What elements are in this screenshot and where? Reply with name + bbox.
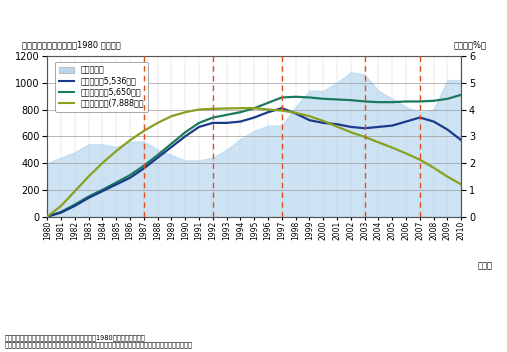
Text: 備考：就業者数、労働力人口、生産年齢人口の値は1980年の値との差分。: 備考：就業者数、労働力人口、生産年齢人口の値は1980年の値との差分。 — [5, 335, 146, 341]
Text: （失業率%）: （失業率%） — [453, 40, 486, 50]
Legend: 失業率右軸, 就業者数（5,536万）, 労働力人口（5,650万）, 生産年齢人口(7,888万）: 失業率右軸, 就業者数（5,536万）, 労働力人口（5,650万）, 生産年齢… — [55, 62, 148, 112]
Text: （年）: （年） — [478, 261, 493, 270]
Text: 資料：総務省統計局統計調査部国勢統計課「国勢調査報告」「人口推計年報」「労働力調査」から作成。: 資料：総務省統計局統計調査部国勢統計課「国勢調査報告」「人口推計年報」「労働力調… — [5, 342, 193, 348]
Text: （万人）　（　）内は、1980 年の人数: （万人） （ ）内は、1980 年の人数 — [22, 40, 121, 50]
